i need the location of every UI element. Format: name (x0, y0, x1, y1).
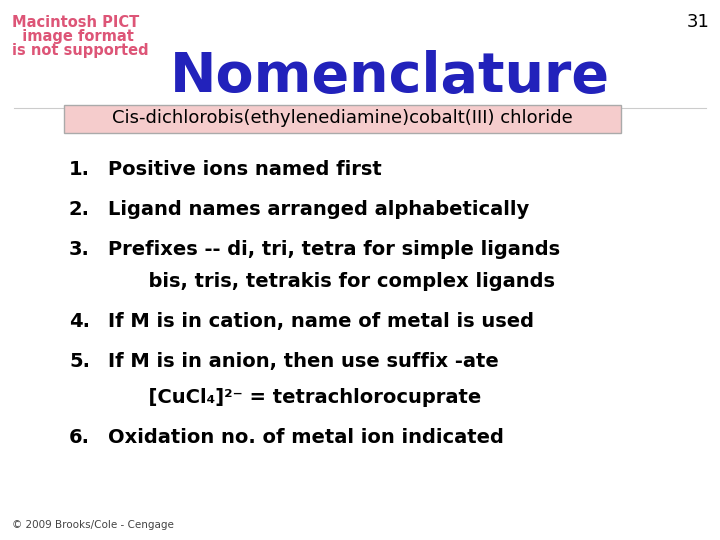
Text: 4.: 4. (69, 312, 90, 331)
Text: Ligand names arranged alphabetically: Ligand names arranged alphabetically (108, 200, 529, 219)
Text: Macintosh PICT: Macintosh PICT (12, 15, 139, 30)
Text: Cis-dichlorobis(ethylenediamine)cobalt(III) chloride: Cis-dichlorobis(ethylenediamine)cobalt(I… (112, 109, 573, 127)
Text: Oxidation no. of metal ion indicated: Oxidation no. of metal ion indicated (108, 428, 504, 447)
Text: Nomenclature: Nomenclature (170, 50, 610, 104)
Text: is not supported: is not supported (12, 43, 148, 58)
Text: image format: image format (12, 29, 134, 44)
Text: If M is in anion, then use suffix -ate: If M is in anion, then use suffix -ate (108, 352, 499, 371)
Text: © 2009 Brooks/Cole - Cengage: © 2009 Brooks/Cole - Cengage (12, 520, 174, 530)
Text: 1.: 1. (69, 160, 90, 179)
Text: 6.: 6. (69, 428, 90, 447)
Text: Prefixes -- di, tri, tetra for simple ligands: Prefixes -- di, tri, tetra for simple li… (108, 240, 560, 259)
FancyBboxPatch shape (64, 105, 621, 133)
Text: Positive ions named first: Positive ions named first (108, 160, 382, 179)
Text: 5.: 5. (69, 352, 90, 371)
Text: [CuCl₄]²⁻ = tetrachlorocuprate: [CuCl₄]²⁻ = tetrachlorocuprate (108, 388, 481, 407)
Text: 31: 31 (687, 13, 710, 31)
Text: bis, tris, tetrakis for complex ligands: bis, tris, tetrakis for complex ligands (108, 272, 555, 291)
Text: If M is in cation, name of metal is used: If M is in cation, name of metal is used (108, 312, 534, 331)
Text: 2.: 2. (69, 200, 90, 219)
Text: 3.: 3. (69, 240, 90, 259)
